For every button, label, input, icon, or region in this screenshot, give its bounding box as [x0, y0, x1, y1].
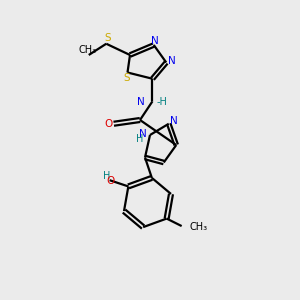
Text: N: N — [151, 35, 159, 46]
Text: O: O — [106, 176, 114, 186]
Text: N: N — [139, 129, 147, 139]
Text: CH₃: CH₃ — [189, 222, 207, 232]
Text: O: O — [104, 119, 112, 129]
Text: N: N — [170, 116, 178, 126]
Text: N: N — [168, 56, 176, 66]
Text: N: N — [137, 97, 145, 107]
Text: CH₃: CH₃ — [78, 45, 97, 55]
Text: H: H — [103, 171, 111, 182]
Text: H: H — [136, 134, 143, 145]
Text: -H: -H — [156, 97, 167, 107]
Text: S: S — [104, 33, 111, 43]
Text: S: S — [123, 73, 130, 83]
